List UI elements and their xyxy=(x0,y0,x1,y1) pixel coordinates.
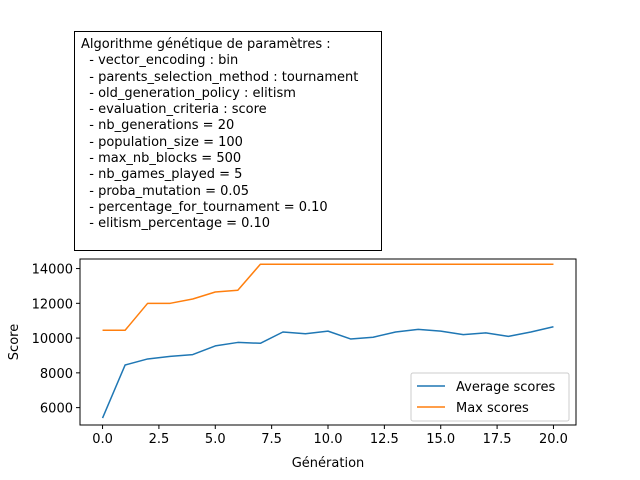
parameter-line: - parents_selection_method : tournament xyxy=(81,69,359,85)
parameters-title: Algorithme génétique de paramètres : xyxy=(81,37,331,52)
y-tick-label: 10000 xyxy=(32,332,73,347)
plot-area xyxy=(101,263,554,419)
series-line-max-scores xyxy=(102,263,554,332)
legend-frame xyxy=(410,372,570,422)
legend: Average scores Max scores xyxy=(410,372,570,422)
y-tick-label: 14000 xyxy=(32,263,73,278)
parameter-line: - evaluation_criteria : score xyxy=(81,102,267,118)
y-axis-ticks: 6000 8000 10000 12000 14000 xyxy=(32,263,80,417)
x-axis-label: Génération xyxy=(292,456,365,471)
parameter-line: - max_nb_blocks = 500 xyxy=(81,151,242,167)
parameter-line: - population_size = 100 xyxy=(81,134,243,150)
series-line-average-scores xyxy=(101,326,554,419)
x-tick-label: 7.5 xyxy=(261,432,282,447)
parameters-textbox: Algorithme génétique de paramètres : - v… xyxy=(74,31,382,251)
x-tick-label: 0.0 xyxy=(92,432,113,447)
parameter-line: - old_generation_policy : elitism xyxy=(81,85,296,101)
legend-label: Max scores xyxy=(456,401,529,416)
parameter-line: - proba_mutation = 0.05 xyxy=(81,183,250,199)
x-tick-label: 12.5 xyxy=(370,432,399,447)
y-tick-label: 8000 xyxy=(40,367,73,382)
y-tick-label: 12000 xyxy=(32,297,73,312)
legend-label: Average scores xyxy=(456,380,555,395)
x-tick-label: 2.5 xyxy=(149,432,170,447)
x-tick-label: 20.0 xyxy=(539,432,568,447)
x-tick-label: 17.5 xyxy=(483,432,512,447)
parameter-line: - nb_generations = 20 xyxy=(81,118,235,134)
parameter-line: - percentage_for_tournament = 0.10 xyxy=(81,199,328,215)
y-axis-label: Score xyxy=(7,324,22,360)
parameter-line: - elitism_percentage = 0.10 xyxy=(81,216,271,232)
y-tick-label: 6000 xyxy=(40,402,73,417)
x-tick-label: 10.0 xyxy=(314,432,343,447)
x-tick-label: 5.0 xyxy=(205,432,226,447)
x-tick-label: 15.0 xyxy=(426,432,455,447)
parameter-line: - nb_games_played = 5 xyxy=(81,167,243,183)
parameter-line: - vector_encoding : bin xyxy=(81,53,239,69)
x-axis-ticks: 0.0 2.5 5.0 7.5 10.0 12.5 15.0 17.5 20.0 xyxy=(92,425,568,447)
